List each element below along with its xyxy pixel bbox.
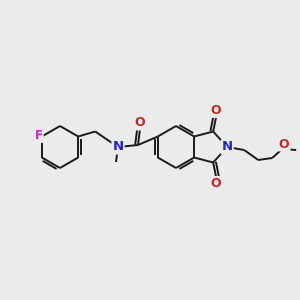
Text: F: F <box>35 129 43 142</box>
Text: O: O <box>135 116 145 130</box>
Text: O: O <box>211 177 221 190</box>
Text: N: N <box>222 140 233 154</box>
Text: O: O <box>279 137 290 151</box>
Text: N: N <box>112 140 124 154</box>
Text: O: O <box>211 104 221 117</box>
